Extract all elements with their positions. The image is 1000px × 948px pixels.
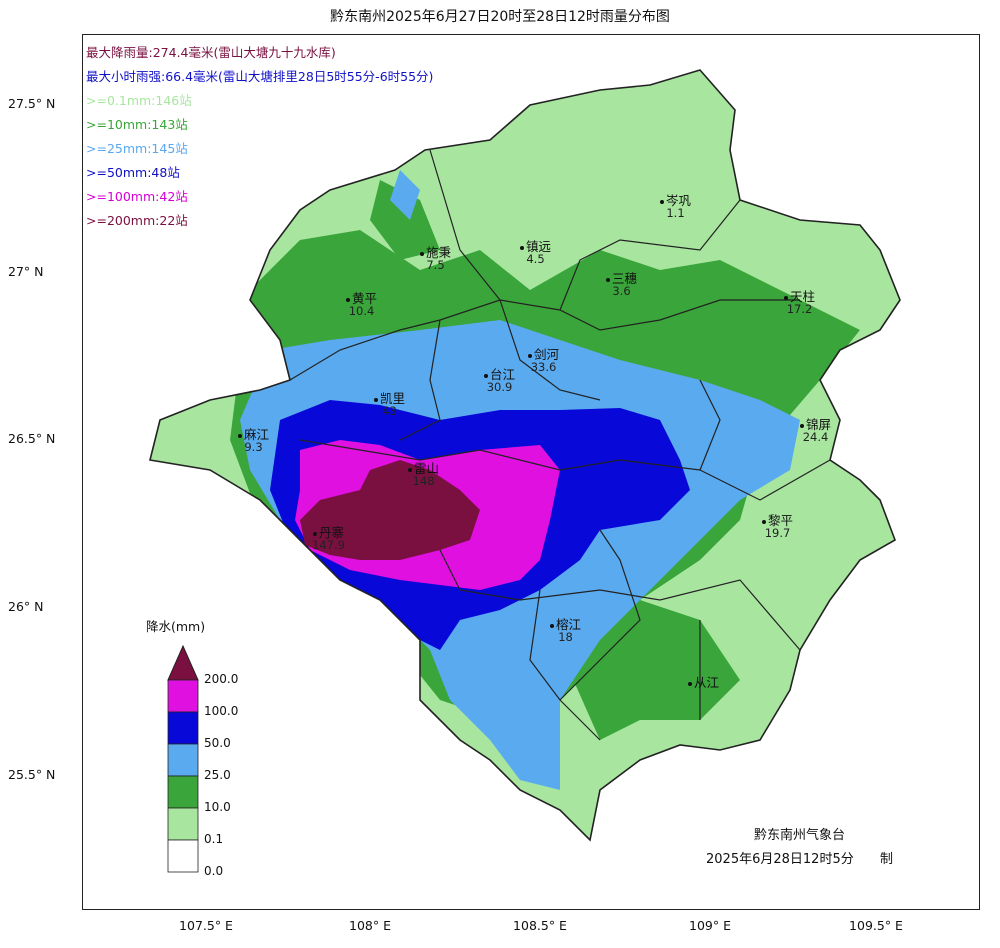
station-dot xyxy=(784,295,788,300)
station-dot xyxy=(484,373,488,378)
station-label: 岑巩 1.1 xyxy=(660,194,691,220)
lon-label: 109.5° E xyxy=(849,918,903,933)
station-label: 锦屏 24.4 xyxy=(800,418,831,444)
lon-label: 108.5° E xyxy=(513,918,567,933)
credit-made: 制 xyxy=(880,852,894,867)
station-label: 镇远 4.5 xyxy=(520,240,551,266)
station-label: 雷山 148 xyxy=(408,462,439,488)
station-label: 凯里 43 xyxy=(374,392,405,418)
station-label: 黎平 19.7 xyxy=(762,514,793,540)
legend-level-label: 50.0 xyxy=(204,736,231,750)
station-label: 台江 30.9 xyxy=(484,368,515,394)
station-label: 黄平 10.4 xyxy=(346,292,377,318)
legend-arrow xyxy=(167,644,199,681)
legend-swatch xyxy=(167,711,199,745)
station-count-line: >=100mm:42站 xyxy=(86,189,188,204)
max-hourly-text: 最大小时雨强:66.4毫米(雷山大塘排里28日5时55分-6时55分) xyxy=(86,69,434,84)
lat-label: 27° N xyxy=(8,264,44,279)
station-label: 三穗 3.6 xyxy=(606,272,637,298)
station-count-line: >=200mm:22站 xyxy=(86,213,188,228)
station-dot xyxy=(528,353,532,358)
lat-label: 26.5° N xyxy=(8,431,56,446)
station-label: 丹寨 147.9 xyxy=(312,525,345,552)
county-boundaries xyxy=(289,149,831,741)
legend-swatch xyxy=(167,679,199,713)
station-dot xyxy=(520,245,524,250)
lon-label: 109° E xyxy=(689,918,731,933)
legend-title: 降水(mm) xyxy=(146,619,206,634)
station-count-line: >=10mm:143站 xyxy=(86,117,188,132)
station-count-line: >=0.1mm:146站 xyxy=(86,93,192,108)
legend-level-label: 25.0 xyxy=(204,768,231,782)
station-dot xyxy=(374,397,378,402)
map-title: 黔东南州2025年6月27日20时至28日12时雨量分布图 xyxy=(330,9,670,25)
legend-swatch xyxy=(167,775,199,809)
credit-org: 黔东南州气象台 xyxy=(754,828,846,843)
station-dot xyxy=(312,531,317,536)
station-dot xyxy=(346,297,350,302)
station-dot xyxy=(238,433,242,438)
legend-level-label: 0.0 xyxy=(204,864,224,878)
legend-level-label: 200.0 xyxy=(204,672,239,686)
legend-swatch xyxy=(167,743,199,777)
station-label: 天柱 17.2 xyxy=(784,290,815,316)
rainfall-fill xyxy=(150,70,900,840)
legend-swatch xyxy=(167,807,199,841)
lat-label: 27.5° N xyxy=(8,96,56,111)
station-dot xyxy=(550,623,554,628)
station-label: 榕江 18 xyxy=(550,618,581,644)
station-dot xyxy=(420,251,424,256)
station-dot xyxy=(800,423,804,428)
station-dot xyxy=(688,681,692,686)
station-count-line: >=50mm:48站 xyxy=(86,165,180,180)
station-dot xyxy=(606,277,610,282)
station-dot xyxy=(408,467,412,472)
station-label: 从江 xyxy=(688,676,719,689)
station-label: 施秉 7.5 xyxy=(420,246,451,272)
lon-label: 107.5° E xyxy=(179,918,233,933)
max-rainfall-text: 最大降雨量:274.4毫米(雷山大塘九十九水库) xyxy=(86,45,336,60)
station-label: 麻江 9.3 xyxy=(238,428,269,454)
lat-label: 26° N xyxy=(8,599,44,614)
station-count-line: >=25mm:145站 xyxy=(86,141,188,156)
station-label: 剑河 33.6 xyxy=(528,348,559,374)
legend-level-label: 10.0 xyxy=(204,800,231,814)
station-dot xyxy=(660,199,664,204)
lat-label: 25.5° N xyxy=(8,767,56,782)
credit-time: 2025年6月28日12时5分 xyxy=(706,852,854,867)
region-boundary xyxy=(149,69,901,842)
lon-label: 108° E xyxy=(349,918,391,933)
legend-swatch xyxy=(167,839,199,873)
legend-level-label: 0.1 xyxy=(204,832,224,846)
legend-colorbar xyxy=(167,644,199,873)
legend-level-label: 100.0 xyxy=(204,704,239,718)
station-dot xyxy=(762,519,766,524)
